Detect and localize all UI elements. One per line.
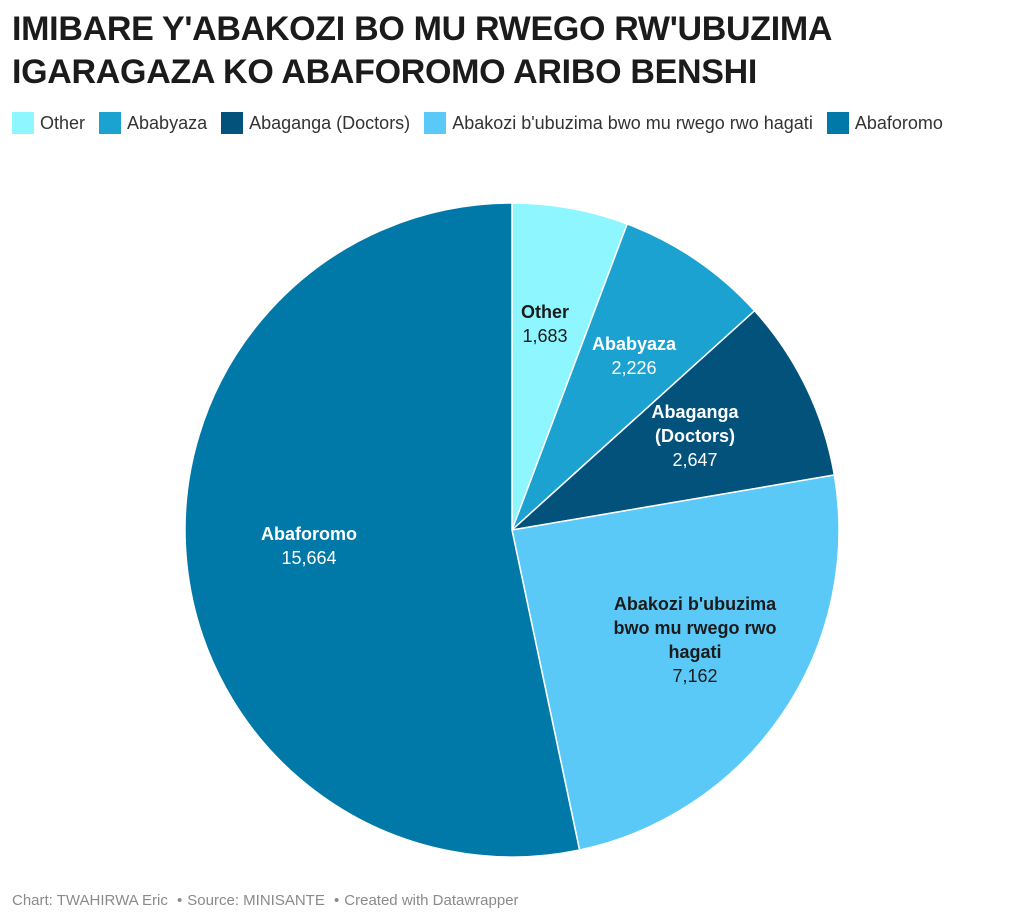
slice-value-abakozi-b-ubuzima-bwo-mu-rwego-rwo-hagati: 7,162 [672, 666, 717, 686]
legend-item-abaganga: Abaganga (Doctors) [221, 112, 410, 134]
pie-slice-abaganga-doctors [511, 310, 836, 531]
legend-swatch-abaganga [221, 112, 244, 134]
slice-value-other: 1,683 [522, 326, 567, 346]
pie-slice-abakozi-b-ubuzima-bwo-mu-rwego-rwo-hagati [511, 474, 840, 851]
chart-title-line-1: IMIBARE Y'ABAKOZI BO MU RWEGO RW'UBUZIMA [12, 10, 833, 48]
legend-item-ababyaza: Ababyaza [99, 112, 207, 134]
legend-swatch-other [12, 112, 34, 134]
chart-title: IMIBARE Y'ABAKOZI BO MU RWEGO RW'UBUZIMA… [12, 8, 1012, 94]
footer-source: Source: MINISANTE [187, 892, 325, 909]
slice-value-abaforomo: 15,664 [281, 548, 336, 568]
footer-created-with: Created with Datawrapper [344, 892, 519, 909]
chart-title-line-2: IGARAGAZA KO ABAFOROMO ARIBO BENSHI [12, 53, 758, 91]
legend-label-other: Other [40, 112, 86, 133]
legend-swatch-ababyaza [99, 112, 122, 134]
legend-label-abaforomo: Abaforomo [854, 112, 943, 133]
slice-label-abakozi-b-ubuzima-bwo-mu-rwego-rwo-hagati-line-1: Abakozi b'ubuzima [614, 594, 777, 614]
pie-slice-ababyaza [511, 223, 756, 531]
legend-swatch-abaforomo [826, 112, 849, 134]
legend-swatch-abakozi [424, 112, 447, 134]
slice-label-abaganga-doctors-line-1: Abaganga [651, 402, 739, 422]
slice-value-ababyaza: 2,226 [611, 358, 656, 378]
pie-slice-abaforomo [184, 202, 581, 858]
slice-label-abakozi-b-ubuzima-bwo-mu-rwego-rwo-hagati-line-3: hagati [668, 642, 721, 662]
legend-label-abakozi: Abakozi b'ubuzima bwo mu rwego rwo hagat… [452, 112, 813, 133]
slice-label-abaforomo: Abaforomo [261, 524, 357, 544]
slice-label-abaganga-doctors-line-2: (Doctors) [655, 426, 735, 446]
slice-value-abaganga-doctors: 2,647 [672, 450, 717, 470]
legend-label-abaganga: Abaganga (Doctors) [249, 112, 411, 133]
slice-label-ababyaza: Ababyaza [592, 334, 677, 354]
chart-legend: Other Ababyaza Abaganga (Doctors) Abakoz… [12, 112, 1012, 134]
footer-chart-credit: Chart: TWAHIRWA Eric [12, 892, 168, 909]
legend-item-abaforomo: Abaforomo [826, 112, 943, 134]
legend-item-abakozi: Abakozi b'ubuzima bwo mu rwego rwo hagat… [424, 112, 813, 134]
slice-label-abakozi-b-ubuzima-bwo-mu-rwego-rwo-hagati-line-2: bwo mu rwego rwo [613, 618, 776, 638]
footer-separator-1: • [177, 892, 183, 909]
chart-footer: Chart: TWAHIRWA Eric • Source: MINISANTE … [12, 892, 519, 909]
footer-separator-2: • [334, 892, 340, 909]
legend-label-ababyaza: Ababyaza [127, 112, 208, 133]
legend-item-other: Other [12, 112, 85, 134]
slice-label-other: Other [521, 302, 569, 322]
